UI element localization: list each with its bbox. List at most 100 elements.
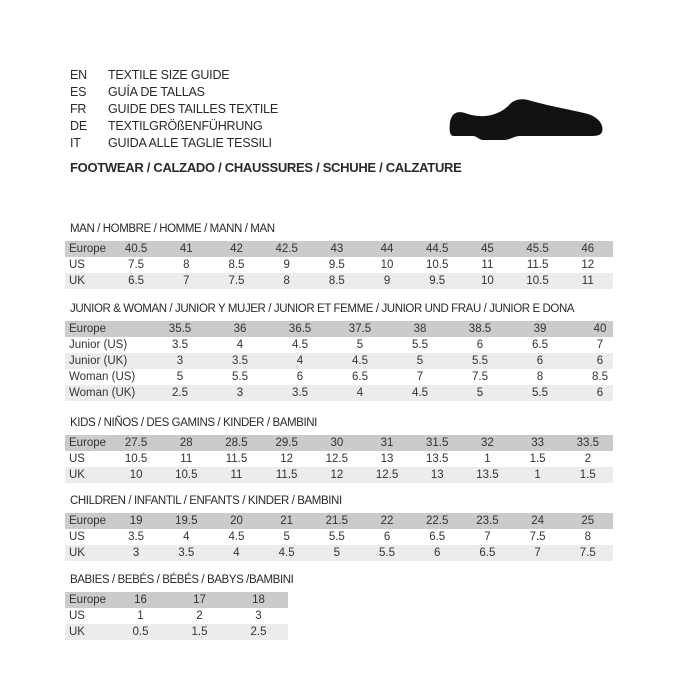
- size-cell: 40: [593, 323, 607, 335]
- size-cell: 4: [356, 387, 364, 399]
- size-cell: 9: [283, 259, 290, 271]
- size-cell: 6.5: [429, 531, 446, 543]
- size-cell: 42: [230, 243, 243, 255]
- table-row: US 3.5 4 4.5 5 5.5 6 6.5 7 7.5 8: [65, 529, 613, 545]
- size-cell: 5: [416, 355, 424, 367]
- size-cell: 5.5: [328, 531, 345, 543]
- size-cell: 10: [129, 469, 143, 481]
- size-cell: 5.5: [472, 355, 488, 367]
- row-label: US: [69, 610, 85, 622]
- size-cell: 3.5: [128, 531, 145, 543]
- language-row: EN TEXTILE SIZE GUIDE: [70, 67, 278, 84]
- size-cell: 29.5: [275, 437, 298, 449]
- table-row: Woman (UK) 2.5 3 3.5 4 4.5 5 5.5 6: [65, 385, 613, 401]
- size-table-children: CHILDREN / INFANTIL / ENFANTS / KINDER /…: [65, 494, 613, 561]
- size-cell: 8.5: [592, 371, 608, 383]
- size-cell: 5.5: [232, 371, 248, 383]
- size-cell: 5.5: [412, 339, 428, 351]
- table-row: UK 0.5 1.5 2.5: [65, 624, 288, 640]
- size-cell: 38.5: [468, 323, 492, 335]
- size-cell: 28: [179, 437, 193, 449]
- size-cell: 9.5: [429, 275, 446, 287]
- size-cell: 7: [596, 339, 604, 351]
- size-cell: 8.5: [328, 275, 345, 287]
- size-cell: 13.5: [426, 453, 449, 465]
- size-cell: 2: [196, 610, 203, 622]
- size-cell: 2: [584, 453, 591, 465]
- table-row: Junior (US) 3.5 4 4.5 5 5.5 6 6.5 7: [65, 337, 613, 353]
- size-cell: 36: [233, 323, 247, 335]
- row-label: Europe: [69, 323, 107, 335]
- size-cell: 5.5: [532, 387, 548, 399]
- row-label: Europe: [69, 515, 107, 527]
- size-cell: 11.5: [526, 259, 549, 271]
- size-cell: 7.5: [529, 531, 546, 543]
- row-label: Woman (UK): [69, 387, 136, 399]
- language-title: TEXTILGRÖßENFÜHRUNG: [108, 119, 263, 133]
- size-cell: 30: [330, 437, 344, 449]
- language-code: FR: [70, 102, 87, 116]
- size-cell: 11: [230, 469, 243, 481]
- size-cell: 6: [476, 339, 484, 351]
- size-cell: 10.5: [526, 275, 549, 287]
- table-row: Europe 27.5 28 28.5 29.5 30 31 31.5 32 33 33.5: [65, 435, 613, 451]
- size-cell: 8: [584, 531, 591, 543]
- size-cell: 12: [280, 453, 294, 465]
- size-cell: 5: [476, 387, 484, 399]
- size-cell: 16: [134, 594, 147, 606]
- size-cell: 3.5: [172, 339, 188, 351]
- size-cell: 2.5: [172, 387, 188, 399]
- size-cell: 28.5: [225, 437, 248, 449]
- section-title: KIDS / NIÑOS / DES GAMINS / KINDER / BAM…: [70, 417, 317, 429]
- size-cell: 8.5: [228, 259, 245, 271]
- size-cell: 3: [132, 547, 140, 559]
- size-cell: 7.5: [128, 259, 145, 271]
- size-cell: 33.5: [576, 437, 599, 449]
- size-cell: 44: [380, 243, 394, 255]
- size-table-babies: BABIES / BEBÉS / BÉBÉS / BABYS /BAMBINI E…: [65, 573, 294, 640]
- row-label: Europe: [69, 243, 107, 255]
- size-cell: 6: [536, 355, 544, 367]
- row-label: UK: [69, 275, 85, 287]
- table-row: Europe 19 19.5 20 21 21.5 22 22.5 23.5 24 25: [65, 513, 613, 529]
- language-list: EN TEXTILE SIZE GUIDE ES GUÍA DE TALLAS FR…: [70, 67, 278, 152]
- size-table-junior-woman: JUNIOR & WOMAN / JUNIOR Y MUJER / JUNIOR…: [65, 302, 613, 401]
- row-label: US: [69, 259, 85, 271]
- row-label: UK: [69, 626, 85, 638]
- size-cell: 18: [252, 594, 265, 606]
- size-cell: 12.5: [325, 453, 349, 465]
- size-cell: 11.5: [275, 469, 298, 481]
- size-cell: 2.5: [250, 626, 267, 638]
- row-label: Europe: [69, 594, 107, 606]
- row-label: Junior (US): [69, 339, 128, 351]
- size-cell: 1.5: [579, 469, 596, 481]
- row-label: Junior (UK): [69, 355, 128, 367]
- size-cell: 11: [581, 275, 594, 287]
- size-cell: 39: [533, 323, 547, 335]
- table-row: Europe 35.5 36 36.5 37.5 38 38.5 39 40: [65, 321, 613, 337]
- size-cell: 36.5: [288, 323, 312, 335]
- size-cell: 27.5: [124, 437, 148, 449]
- size-cell: 12: [330, 469, 344, 481]
- size-cell: 9.5: [328, 259, 345, 271]
- size-cell: 5: [333, 547, 341, 559]
- size-cell: 5: [176, 371, 184, 383]
- size-cell: 4.5: [412, 387, 428, 399]
- size-cell: 11: [481, 259, 494, 271]
- table-row: Europe 40.5 41 42 42.5 43 44 44.5 45 45.5 46: [65, 241, 613, 257]
- size-cell: 19.5: [175, 515, 198, 527]
- size-cell: 22: [380, 515, 394, 527]
- size-cell: 35.5: [168, 323, 192, 335]
- section-title: BABIES / BEBÉS / BÉBÉS / BABYS /BAMBINI: [70, 574, 294, 586]
- size-cell: 13: [430, 469, 444, 481]
- size-cell: 6: [596, 387, 604, 399]
- language-code: ES: [70, 85, 87, 99]
- row-label: US: [69, 531, 85, 543]
- size-cell: 10: [481, 275, 494, 287]
- size-cell: 25: [581, 515, 595, 527]
- size-cell: 6: [296, 371, 304, 383]
- size-cell: 4: [183, 531, 190, 543]
- size-cell: 12: [581, 259, 595, 271]
- table-row: UK 6.5 7 7.5 8 8.5 9 9.5 10 10.5 11: [65, 273, 613, 289]
- size-cell: 6.5: [128, 275, 145, 287]
